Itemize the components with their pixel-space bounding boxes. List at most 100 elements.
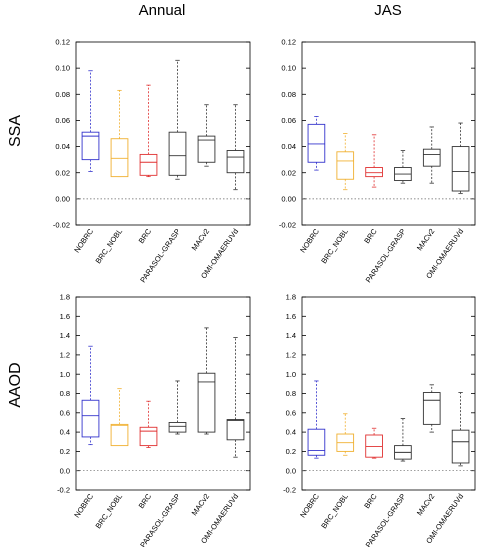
category-label: MACv2: [190, 492, 211, 517]
box-iqr: [307, 428, 326, 456]
y-tick-label: -0.2: [283, 486, 296, 495]
y-tick-label: 0.00: [55, 194, 70, 203]
box-iqr: [451, 146, 470, 192]
y-tick-label: 1.4: [60, 331, 70, 340]
panel-ssa-annual: -0.020.000.020.040.060.080.100.12NOBRCBR…: [53, 38, 251, 284]
y-tick-label: 0.00: [281, 194, 296, 203]
y-tick-label: 0.02: [281, 168, 296, 177]
panel-aaod-jas: -0.20.00.20.40.60.81.01.21.41.61.8NOBRCB…: [283, 293, 476, 547]
y-tick-label: 0.6: [60, 408, 70, 417]
box-iqr: [365, 434, 383, 458]
category-label: BRC: [137, 492, 154, 511]
y-tick-label: 0.04: [55, 142, 70, 151]
category-label: BRC_NOBL: [94, 227, 125, 265]
y-tick-label: 0.8: [286, 389, 296, 398]
y-tick-label: 1.6: [286, 312, 296, 321]
y-tick-label: 0.04: [281, 142, 296, 151]
box-iqr: [110, 138, 129, 178]
plot-frame: [301, 41, 476, 226]
y-tick-label: 0.2: [60, 447, 70, 456]
y-tick-label: 1.0: [286, 370, 296, 379]
box-nobrc: [81, 70, 100, 172]
y-tick-label: 0.12: [55, 38, 70, 47]
box-macv2: [422, 126, 441, 184]
y-tick-label: -0.02: [279, 221, 296, 230]
category-label: NOBRC: [72, 227, 95, 255]
y-tick-label: 0.2: [286, 447, 296, 456]
box-iqr: [422, 148, 441, 167]
box-iqr: [226, 419, 245, 441]
box-parasol-grasp: [394, 150, 412, 184]
panel-ssa-jas: -0.020.000.020.040.060.080.100.12NOBRCBR…: [279, 38, 476, 284]
box-iqr: [197, 372, 216, 433]
box-macv2: [422, 384, 441, 433]
category-label: BRC: [137, 227, 154, 246]
box-iqr: [168, 131, 187, 176]
category-label: BRC_NOBL: [94, 492, 125, 530]
y-tick-label: 0.06: [55, 116, 70, 125]
box-brc-nobl: [336, 413, 355, 456]
y-tick-label: 1.8: [286, 293, 296, 302]
y-tick-label: 0.02: [55, 168, 70, 177]
y-tick-label: 0.4: [60, 428, 70, 437]
y-tick-label: 1.0: [60, 370, 70, 379]
y-tick-label: 0.4: [286, 428, 296, 437]
y-tick-label: 0.8: [60, 389, 70, 398]
box-nobrc: [307, 380, 326, 459]
plot-frame: [75, 41, 251, 226]
box-macv2: [197, 327, 216, 435]
box-nobrc: [81, 345, 100, 446]
box-iqr: [139, 426, 158, 447]
box-iqr: [422, 392, 441, 425]
box-parasol-grasp: [394, 418, 412, 462]
category-label: BRC_NOBL: [319, 227, 350, 265]
y-tick-label: 0.0: [286, 466, 296, 475]
category-label: BRC: [362, 227, 379, 246]
column-title-annual: Annual: [139, 2, 186, 19]
column-title-jas: JAS: [374, 2, 402, 19]
box-iqr: [81, 399, 100, 438]
category-label: NOBRC: [298, 492, 321, 520]
box-iqr: [168, 422, 187, 433]
box-brc: [139, 84, 158, 178]
box-iqr: [81, 131, 100, 161]
y-tick-label: 0.08: [281, 90, 296, 99]
box-omi-omaeruvd: [226, 337, 245, 458]
box-brc-nobl: [110, 89, 129, 178]
box-iqr: [451, 429, 470, 464]
box-omi-omaeruvd: [451, 122, 470, 195]
y-tick-label: 0.0: [60, 466, 70, 475]
y-tick-label: 1.2: [286, 351, 296, 360]
row-title-ssa: SSA: [7, 115, 24, 147]
box-iqr: [307, 123, 326, 163]
category-label: MACv2: [415, 492, 436, 517]
box-brc-nobl: [110, 388, 129, 447]
y-tick-label: 0.10: [281, 64, 296, 73]
row-title-aaod: AAOD: [7, 362, 24, 407]
box-omi-omaeruvd: [451, 392, 470, 467]
y-tick-label: 0.12: [281, 38, 296, 47]
y-tick-label: 1.4: [286, 331, 296, 340]
box-iqr: [365, 167, 383, 178]
box-brc: [139, 400, 158, 448]
category-label: MACv2: [190, 227, 211, 252]
y-tick-label: 1.2: [60, 351, 70, 360]
category-label: MACv2: [415, 227, 436, 252]
box-brc: [365, 134, 383, 188]
y-tick-label: 0.10: [55, 64, 70, 73]
y-tick-label: 0.06: [281, 116, 296, 125]
box-iqr: [197, 135, 216, 163]
y-tick-label: -0.2: [57, 486, 70, 495]
category-label: NOBRC: [298, 227, 321, 255]
y-tick-label: 1.6: [60, 312, 70, 321]
box-iqr: [110, 423, 129, 447]
category-label: BRC: [362, 492, 379, 511]
panel-aaod-annual: -0.20.00.20.40.60.81.01.21.41.61.8NOBRCB…: [57, 293, 251, 547]
y-tick-label: 0.08: [55, 90, 70, 99]
box-macv2: [197, 104, 216, 167]
plot-frame: [75, 296, 251, 491]
box-parasol-grasp: [168, 380, 187, 435]
box-parasol-grasp: [168, 59, 187, 180]
y-tick-label: 1.8: [60, 293, 70, 302]
